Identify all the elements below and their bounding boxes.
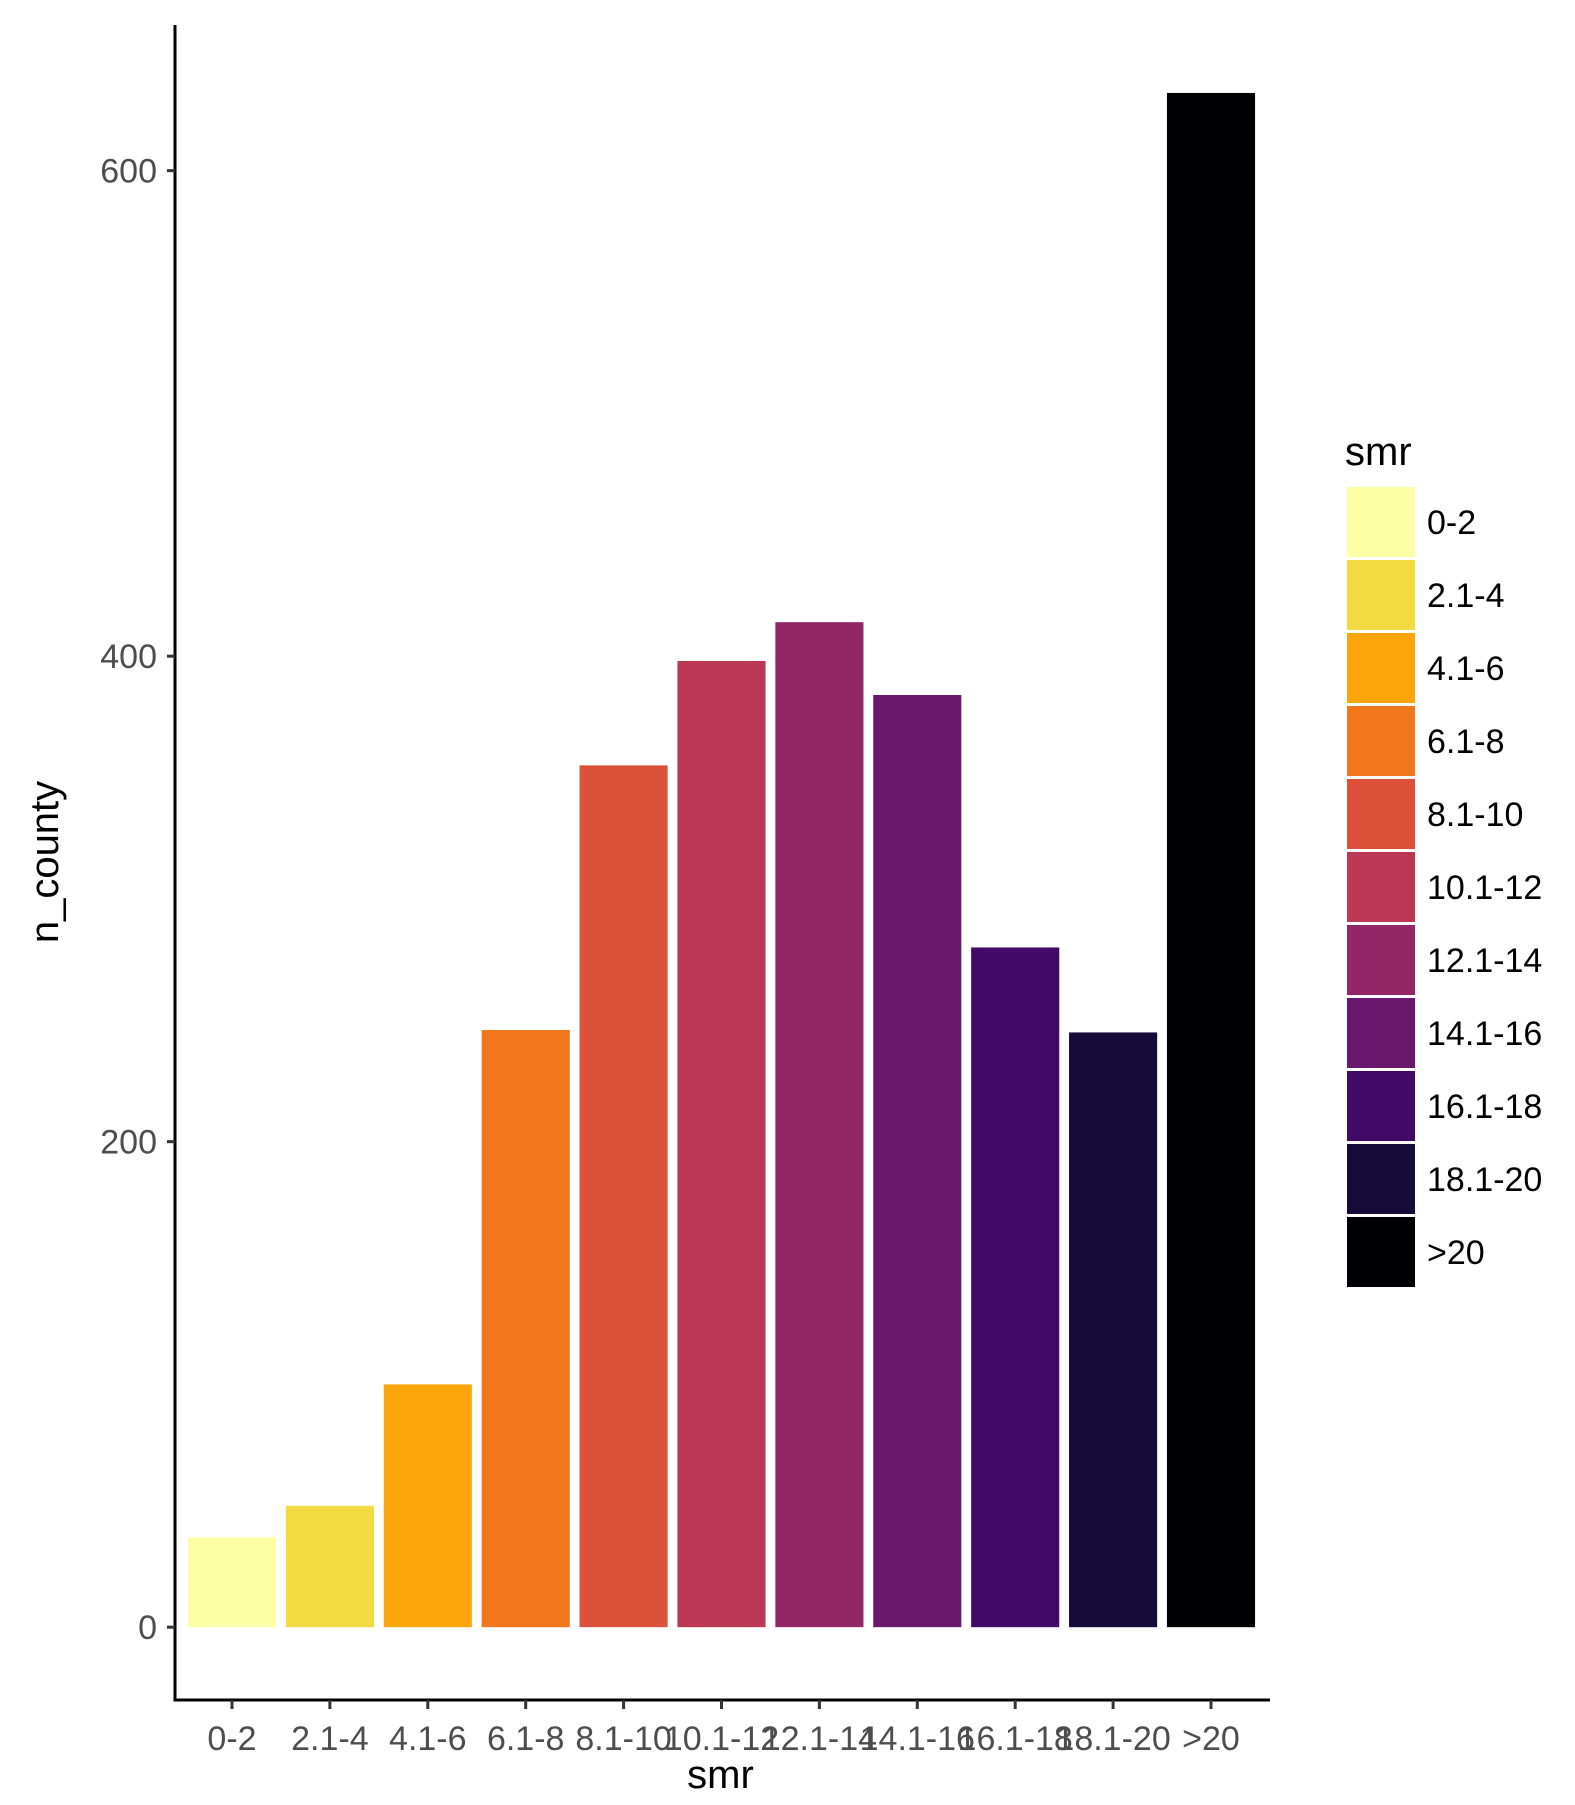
legend-label: 16.1-18	[1427, 1088, 1542, 1126]
bar->20	[1166, 92, 1256, 1628]
legend-key-2.1-4	[1347, 560, 1415, 630]
x-tick-label: 8.1-10	[575, 1720, 671, 1758]
legend-label: 18.1-20	[1427, 1161, 1542, 1199]
y-axis-title: n_county	[23, 781, 67, 943]
bar-0-2	[187, 1537, 277, 1628]
legend-key-16.1-18	[1347, 1071, 1415, 1141]
x-tick-label: 18.1-20	[1055, 1720, 1170, 1758]
legend-key-14.1-16	[1347, 998, 1415, 1068]
legend-label: 14.1-16	[1427, 1015, 1542, 1053]
bar-8.1-10	[579, 765, 668, 1628]
bar-18.1-20	[1069, 1032, 1158, 1628]
x-tick-label: 10.1-12	[664, 1720, 779, 1758]
legend-title: smr	[1345, 430, 1412, 474]
bar-6.1-8	[481, 1030, 570, 1628]
y-tick-label: 400	[100, 638, 157, 676]
x-tick-label: 12.1-14	[762, 1720, 877, 1758]
x-tick-label: 16.1-18	[958, 1720, 1073, 1758]
legend-key-12.1-14	[1347, 925, 1415, 995]
legend: smr 0-2 2.1-4 4.1-6 6.1-8 8.1-10 10.1-12 12.1-…	[1345, 430, 1542, 1287]
bars-layer	[187, 92, 1256, 1628]
legend-label: 0-2	[1427, 504, 1476, 542]
x-tick-label: 2.1-4	[291, 1720, 369, 1758]
bar-2.1-4	[285, 1505, 374, 1628]
y-tick-label: 200	[100, 1124, 157, 1162]
y-axis-ticks: 0 200 400 600	[100, 153, 175, 1647]
legend-label: 12.1-14	[1427, 942, 1542, 980]
x-tick-label: 4.1-6	[389, 1720, 467, 1758]
x-tick-label: 14.1-16	[860, 1720, 975, 1758]
x-axis-title: smr	[687, 1753, 754, 1797]
legend-label: 6.1-8	[1427, 723, 1505, 761]
x-axis-ticks: 0-2 2.1-4 4.1-6 6.1-8 8.1-1010.1-1212.1-1414…	[207, 1700, 1240, 1758]
legend-key-6.1-8	[1347, 706, 1415, 776]
x-tick-label: 0-2	[207, 1720, 256, 1758]
y-tick-label: 0	[138, 1609, 157, 1647]
legend-key-18.1-20	[1347, 1144, 1415, 1214]
legend-label: 2.1-4	[1427, 577, 1505, 615]
bar-14.1-16	[873, 695, 962, 1628]
legend-label: >20	[1427, 1234, 1485, 1272]
legend-label: 8.1-10	[1427, 796, 1523, 834]
bar-4.1-6	[383, 1384, 472, 1628]
x-tick-label: >20	[1182, 1720, 1240, 1758]
legend-key->20	[1347, 1217, 1415, 1287]
legend-key-8.1-10	[1347, 779, 1415, 849]
legend-key-4.1-6	[1347, 633, 1415, 703]
legend-label: 10.1-12	[1427, 869, 1542, 907]
bar-10.1-12	[677, 661, 766, 1628]
legend-label: 4.1-6	[1427, 650, 1505, 688]
bar-16.1-18	[971, 947, 1060, 1628]
legend-key-10.1-12	[1347, 852, 1415, 922]
y-tick-label: 600	[100, 153, 157, 191]
legend-key-0-2	[1347, 487, 1415, 557]
bar-12.1-14	[775, 622, 864, 1628]
x-tick-label: 6.1-8	[487, 1720, 565, 1758]
